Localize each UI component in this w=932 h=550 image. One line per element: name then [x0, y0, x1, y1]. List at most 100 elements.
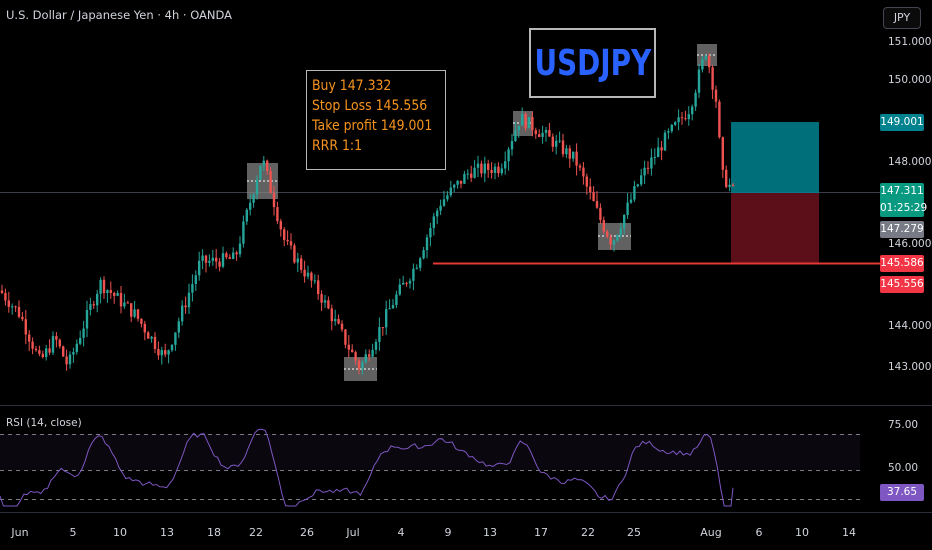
candle-body: [133, 309, 136, 317]
candle-body: [347, 344, 350, 350]
candle-body: [388, 308, 391, 310]
candle-body: [252, 194, 255, 203]
candle-body: [221, 253, 225, 267]
candle-body: [242, 221, 245, 244]
candle-body: [558, 140, 561, 142]
candle-body: [283, 229, 286, 240]
candle-body: [595, 201, 599, 208]
date-tick: 9: [444, 526, 452, 539]
candle-body: [504, 161, 507, 169]
candle-body: [415, 267, 418, 269]
candle-body: [531, 117, 534, 131]
candle-body: [82, 328, 85, 338]
candle-body: [442, 199, 446, 206]
candle-body: [633, 186, 636, 200]
candle-body: [65, 356, 68, 365]
candle-body: [524, 113, 527, 129]
candle-body: [143, 323, 146, 333]
candle-body: [58, 339, 61, 347]
candle-body: [245, 209, 248, 222]
candle-body: [402, 282, 405, 285]
candle-body: [211, 257, 214, 261]
date-tick: 22: [581, 526, 595, 539]
candle-body: [310, 272, 313, 281]
stop-zone: [731, 193, 819, 263]
candle-body: [483, 163, 486, 174]
date-tick: 13: [483, 526, 497, 539]
candle-body: [72, 352, 75, 355]
candle-body: [449, 187, 452, 196]
candle-body: [374, 341, 378, 350]
candle-body: [215, 257, 218, 262]
candle-body: [303, 269, 306, 277]
candle-body: [191, 283, 194, 293]
candle-body: [510, 141, 514, 150]
candle-body: [45, 348, 48, 357]
candle-body: [667, 131, 670, 133]
candle-body: [677, 117, 680, 123]
candle-body: [170, 344, 174, 351]
candle-body: [473, 167, 476, 178]
candle-body: [55, 336, 58, 340]
candle-body: [300, 258, 303, 270]
candle-body: [626, 202, 629, 215]
candle-body: [313, 280, 316, 282]
rsi-label[interactable]: RSI (14, close): [6, 417, 82, 429]
candle-body: [184, 305, 187, 308]
candle-body: [164, 350, 167, 355]
symbol-label-box: USDJPY: [529, 28, 656, 98]
candle-body: [150, 336, 153, 339]
countdown-tag: 01:25:29: [880, 200, 927, 217]
candle-body: [602, 220, 605, 232]
trade-line-rrr: RRR 1:1: [312, 138, 363, 154]
trade-line-buy: Buy 147.332: [312, 78, 392, 94]
candle-body: [41, 353, 44, 357]
candle-body: [619, 228, 622, 236]
candle-body: [17, 306, 21, 317]
currency-button[interactable]: JPY: [883, 7, 921, 29]
candle-body: [194, 275, 197, 284]
candle-body: [378, 327, 381, 342]
candle-body: [405, 282, 408, 284]
candle-body: [38, 350, 41, 354]
candle-body: [408, 280, 412, 284]
candle-body: [34, 348, 38, 351]
candle-body: [62, 346, 65, 357]
candle-body: [344, 329, 347, 345]
candle-body: [643, 167, 646, 176]
candle-body: [174, 332, 177, 345]
candle-body: [14, 306, 17, 308]
candle-body: [711, 67, 714, 90]
candle-body: [439, 205, 442, 211]
candle-body: [551, 136, 554, 147]
candle-body: [48, 348, 51, 353]
candle-body: [89, 304, 92, 310]
candle-body: [361, 362, 364, 369]
candle-body: [623, 214, 626, 229]
candle-body: [476, 163, 480, 168]
candle-body: [177, 321, 180, 333]
date-tick: 4: [397, 526, 405, 539]
candle-body: [500, 168, 503, 174]
candle-body: [527, 117, 531, 129]
symbol-title[interactable]: U.S. Dollar / Japanese Yen · 4h · OANDA: [6, 8, 233, 22]
candle-body: [660, 147, 663, 151]
candle-body: [306, 272, 310, 277]
candle-body: [555, 140, 558, 147]
candle-body: [425, 237, 429, 251]
candle-body: [31, 341, 34, 349]
candle-body: [609, 236, 612, 245]
candle-body: [368, 354, 371, 357]
candle-body: [391, 305, 395, 309]
candle-body: [320, 294, 323, 303]
candle-body: [398, 284, 401, 295]
candle-body: [541, 132, 544, 137]
candle-body: [79, 337, 82, 344]
candle-body: [198, 260, 201, 276]
candle-body: [51, 336, 55, 353]
candle-body: [286, 239, 289, 242]
candle-body: [357, 360, 361, 369]
candle-body: [167, 350, 170, 355]
candle-body: [480, 163, 483, 174]
